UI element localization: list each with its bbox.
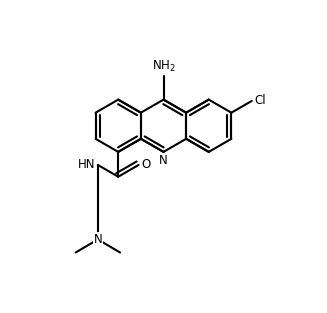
Text: NH$_2$: NH$_2$ — [152, 59, 175, 74]
Text: N: N — [159, 154, 168, 167]
Text: O: O — [142, 158, 151, 172]
Text: N: N — [94, 233, 102, 246]
Text: Cl: Cl — [254, 95, 266, 107]
Text: N: N — [94, 233, 102, 246]
Text: HN: HN — [78, 158, 95, 172]
